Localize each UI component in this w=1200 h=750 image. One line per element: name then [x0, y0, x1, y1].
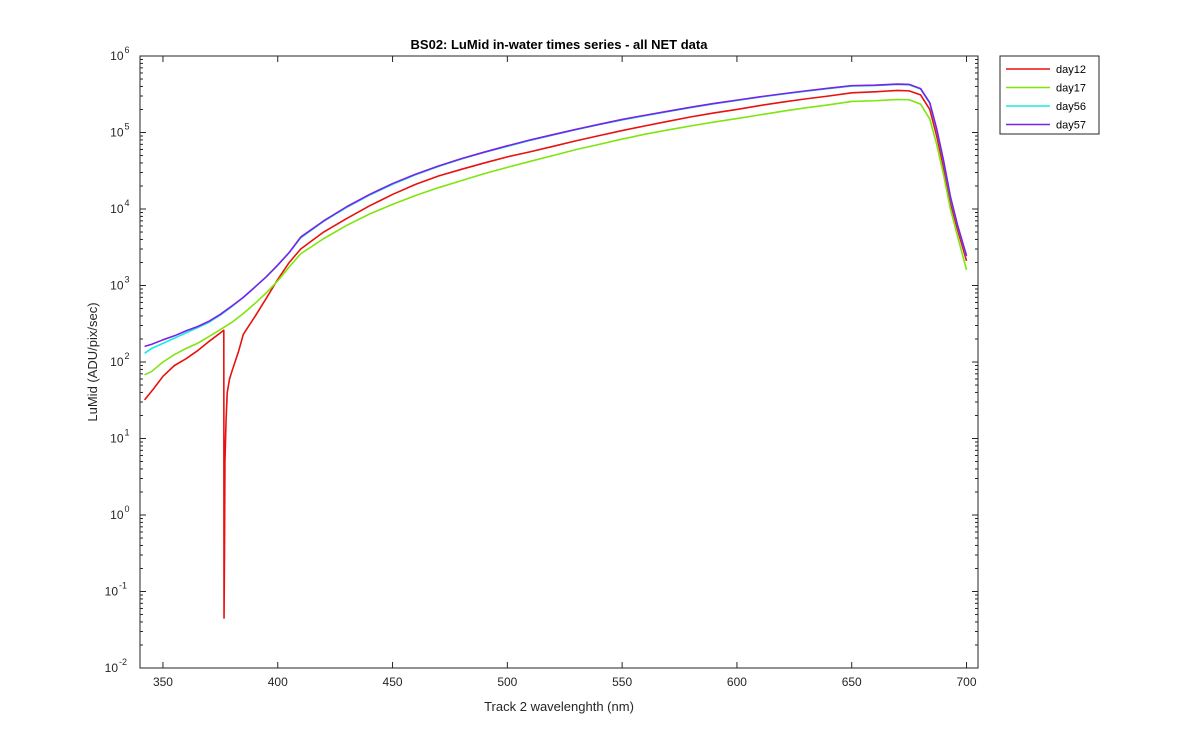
x-tick-label: 400	[268, 675, 288, 689]
y-tick-base: 10	[110, 432, 124, 446]
legend: day12 day17 day56 day57	[999, 55, 1100, 135]
series-line-day57	[144, 83, 968, 348]
y-tick-base: 10	[105, 585, 119, 599]
legend-label: day57	[1056, 120, 1086, 132]
y-tick-exponent: 6	[125, 45, 130, 55]
x-tick-label: 700	[957, 675, 977, 689]
legend-label: day12	[1056, 64, 1086, 76]
y-tick-label: 10 -2	[105, 657, 127, 675]
y-tick-exponent: -2	[119, 657, 127, 667]
y-tick-exponent: 1	[125, 428, 130, 438]
y-tick-exponent: 2	[125, 351, 130, 361]
y-tick-base: 10	[110, 49, 124, 63]
series-layer	[143, 83, 968, 619]
x-tick-label: 500	[497, 675, 517, 689]
x-tick-label: 450	[383, 675, 403, 689]
plot-frame	[139, 55, 979, 669]
y-tick-label: 10 1	[110, 428, 129, 446]
y-tick-base: 10	[110, 126, 124, 140]
legend-label: day56	[1056, 101, 1086, 113]
y-tick-label: 10 -1	[105, 581, 127, 599]
y-tick-exponent: 3	[125, 275, 130, 285]
series-line-day17	[144, 98, 968, 376]
x-tick-label: 650	[842, 675, 862, 689]
y-axis-label: LuMid (ADU/pix/sec)	[85, 302, 100, 421]
series-line-day12	[143, 89, 968, 619]
x-tick-label: 350	[153, 675, 173, 689]
y-tick-base: 10	[110, 279, 124, 293]
y-tick-label: 10 2	[110, 351, 129, 369]
chart-title: BS02: LuMid in-water times series - all …	[411, 37, 709, 52]
x-axis-label: Track 2 wavelenghth (nm)	[484, 699, 634, 714]
legend-label: day17	[1056, 83, 1086, 95]
y-tick-base: 10	[110, 355, 124, 369]
x-tick-label: 600	[727, 675, 747, 689]
y-tick-base: 10	[110, 202, 124, 216]
y-tick-exponent: 0	[125, 504, 130, 514]
y-tick-label: 10 6	[110, 45, 129, 63]
y-tick-label: 10 5	[110, 122, 129, 140]
y-tick-label: 10 3	[110, 275, 129, 293]
y-tick-label: 10 4	[110, 198, 129, 216]
y-tick-exponent: -1	[119, 581, 127, 591]
x-tick-label: 550	[612, 675, 632, 689]
y-tick-label: 10 0	[110, 504, 129, 522]
y-tick-exponent: 5	[125, 122, 130, 132]
y-tick-exponent: 4	[125, 198, 130, 208]
plot-area	[140, 56, 978, 668]
y-tick-base: 10	[110, 508, 124, 522]
y-tick-base: 10	[105, 661, 119, 675]
